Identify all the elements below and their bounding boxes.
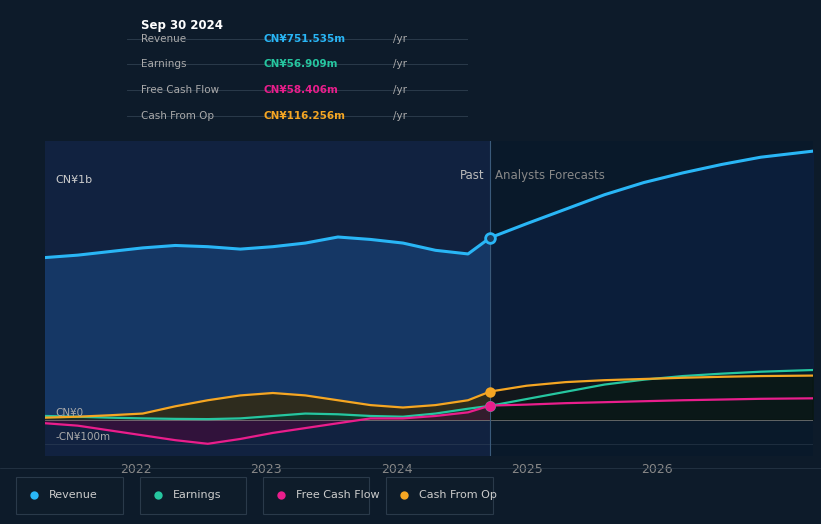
Text: /yr: /yr (393, 85, 407, 95)
Text: /yr: /yr (393, 111, 407, 121)
Text: Free Cash Flow: Free Cash Flow (141, 85, 219, 95)
Text: Earnings: Earnings (141, 59, 186, 69)
Text: CN¥56.909m: CN¥56.909m (264, 59, 338, 69)
Text: Cash From Op: Cash From Op (419, 490, 497, 500)
Text: Earnings: Earnings (172, 490, 221, 500)
Text: Sep 30 2024: Sep 30 2024 (141, 19, 222, 32)
FancyBboxPatch shape (263, 477, 369, 514)
Text: Revenue: Revenue (141, 34, 186, 43)
Text: Analysts Forecasts: Analysts Forecasts (495, 169, 605, 182)
Text: -CN¥100m: -CN¥100m (56, 432, 111, 442)
Text: /yr: /yr (393, 34, 407, 43)
FancyBboxPatch shape (140, 477, 246, 514)
Text: CN¥0: CN¥0 (56, 408, 84, 418)
Bar (45, 141, 490, 456)
FancyBboxPatch shape (16, 477, 123, 514)
Text: CN¥1b: CN¥1b (56, 175, 93, 185)
Text: CN¥116.256m: CN¥116.256m (264, 111, 346, 121)
Text: Cash From Op: Cash From Op (141, 111, 214, 121)
Text: CN¥751.535m: CN¥751.535m (264, 34, 346, 43)
Text: Free Cash Flow: Free Cash Flow (296, 490, 379, 500)
Text: Past: Past (461, 169, 485, 182)
Text: CN¥58.406m: CN¥58.406m (264, 85, 338, 95)
Bar (490, 141, 813, 456)
Text: /yr: /yr (393, 59, 407, 69)
Text: Revenue: Revenue (49, 490, 98, 500)
FancyBboxPatch shape (386, 477, 493, 514)
